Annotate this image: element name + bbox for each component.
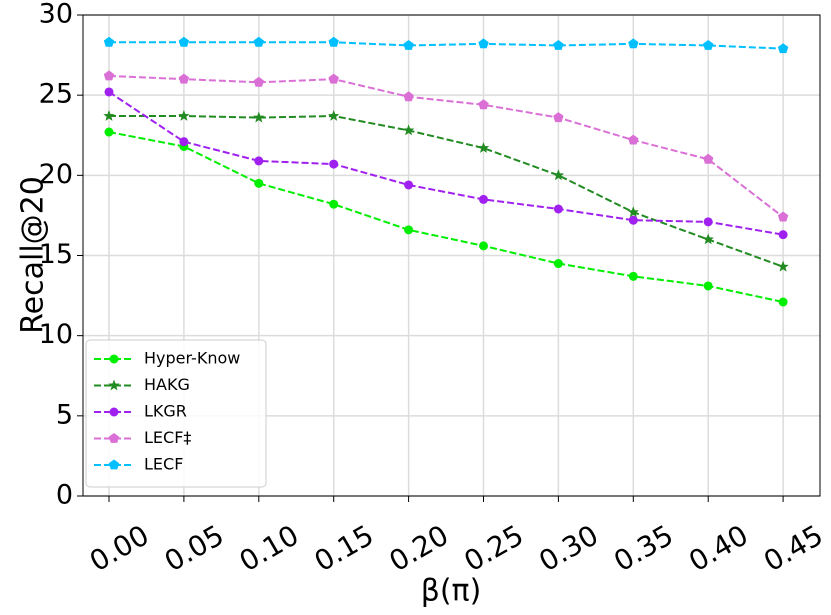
marker <box>478 99 489 110</box>
y-tick-label: 0 <box>56 480 73 511</box>
marker <box>627 206 639 218</box>
x-tick-label: 0.05 <box>159 518 229 578</box>
marker <box>777 43 789 54</box>
legend-box <box>85 339 267 488</box>
marker <box>108 379 120 391</box>
x-tick-label: 0.20 <box>384 518 454 578</box>
marker <box>628 38 639 49</box>
marker <box>254 178 264 188</box>
marker <box>778 230 788 240</box>
marker <box>553 40 564 50</box>
marker <box>703 153 714 164</box>
x-tick-label: 0.00 <box>84 518 154 578</box>
marker <box>178 36 190 47</box>
legend-label: LKGR <box>144 402 187 421</box>
marker <box>628 134 639 145</box>
marker <box>178 110 190 121</box>
marker <box>477 142 490 153</box>
marker <box>553 259 563 269</box>
marker <box>329 199 339 209</box>
plot-frame <box>82 14 821 497</box>
marker <box>103 70 115 81</box>
marker <box>179 137 189 147</box>
y-tick-label: 25 <box>39 79 73 110</box>
legend-label: HAKG <box>144 375 190 394</box>
marker <box>104 127 114 137</box>
marker <box>254 156 264 166</box>
legend-label: Hyper-Know <box>144 349 240 368</box>
marker <box>178 73 190 84</box>
marker <box>628 215 638 225</box>
marker <box>702 233 714 245</box>
marker <box>404 180 414 190</box>
marker <box>404 225 414 235</box>
y-tick-label: 15 <box>39 239 73 270</box>
series-line <box>108 74 784 218</box>
y-tick-label: 20 <box>39 159 73 190</box>
marker <box>552 169 565 181</box>
marker <box>253 36 264 47</box>
x-tick-label: 0.35 <box>608 518 678 578</box>
x-tick-label: 0.10 <box>234 518 304 578</box>
x-tick-label: 0.25 <box>459 518 529 578</box>
x-tick-label: 0.30 <box>533 518 603 578</box>
x-tick-label: 0.45 <box>758 518 828 578</box>
marker <box>777 211 789 222</box>
y-tick-label: 5 <box>56 399 73 430</box>
y-tick-label: 10 <box>39 319 73 350</box>
legend-label: LECF‡ <box>144 428 191 447</box>
marker <box>109 354 119 364</box>
marker <box>778 297 788 307</box>
marker <box>402 124 415 136</box>
x-axis-label: β(π) <box>421 574 482 609</box>
marker <box>108 459 120 470</box>
y-axis-label: Recall@20 <box>16 176 51 334</box>
x-tick-label: 0.15 <box>309 518 379 578</box>
marker <box>478 38 489 49</box>
series-line <box>108 131 784 303</box>
marker <box>403 91 414 102</box>
marker <box>553 112 564 123</box>
marker <box>328 36 339 47</box>
marker <box>628 271 638 281</box>
marker <box>479 241 488 251</box>
marker <box>703 40 714 50</box>
marker <box>253 76 264 87</box>
marker <box>103 110 115 121</box>
legend-label: LECF <box>144 455 183 474</box>
marker <box>403 40 414 50</box>
marker <box>104 87 114 97</box>
marker <box>109 407 119 417</box>
marker <box>703 281 713 291</box>
series-line <box>109 41 784 50</box>
marker <box>479 194 488 204</box>
marker <box>777 260 789 272</box>
marker <box>553 204 563 214</box>
series-line <box>108 91 784 236</box>
marker <box>328 73 339 84</box>
x-tick-label: 0.40 <box>683 518 753 578</box>
y-tick-label: 30 <box>39 0 73 30</box>
marker <box>328 110 340 121</box>
marker <box>703 217 713 227</box>
marker <box>108 433 120 443</box>
marker <box>103 36 115 47</box>
marker <box>329 159 339 169</box>
marker <box>253 111 265 123</box>
series-line <box>109 115 784 268</box>
legend: Hyper-Know HAKG LKGR LECF‡ LECF <box>85 339 267 488</box>
